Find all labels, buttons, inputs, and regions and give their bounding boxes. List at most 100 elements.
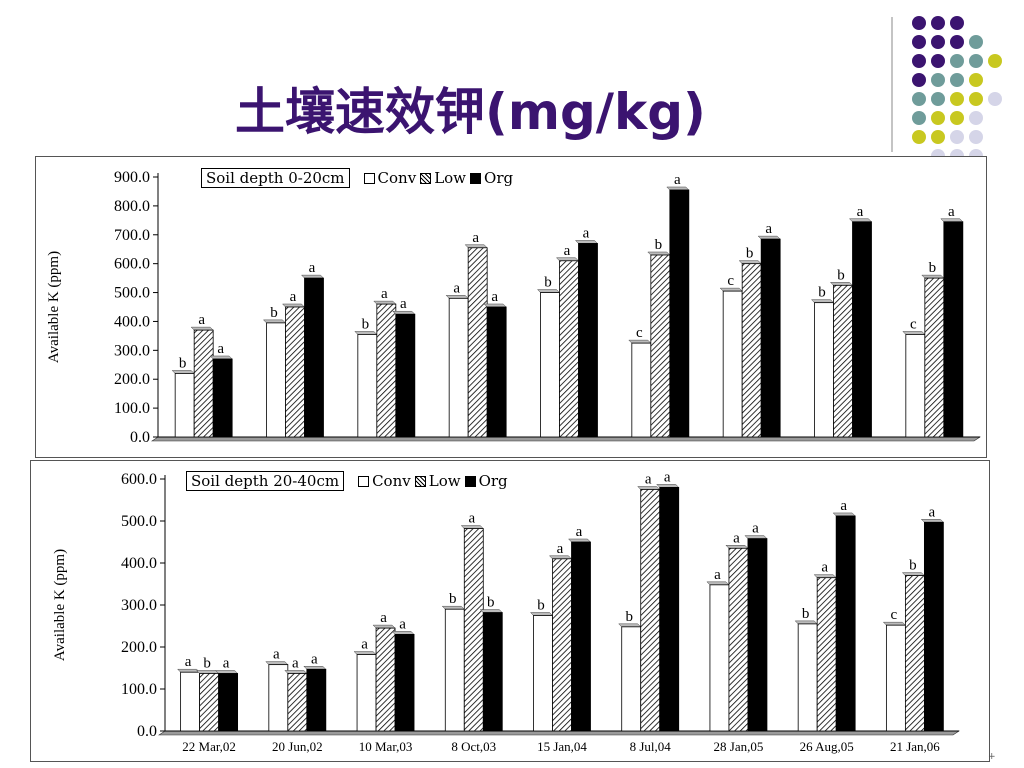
bar-low (552, 558, 572, 732)
legend-swatch-org (464, 475, 476, 487)
legend-label-org: Org (484, 169, 514, 187)
y-tick-label: 600.0 (114, 256, 150, 273)
y-tick-label: 300.0 (121, 597, 157, 614)
x-tick-label: 26 Aug,05 (800, 739, 854, 754)
bar-org (852, 221, 872, 438)
significance-letter: a (948, 204, 955, 220)
bar-low (640, 489, 661, 732)
significance-letter: b (544, 275, 552, 291)
chart-floor (158, 730, 960, 736)
significance-letter: a (290, 289, 297, 305)
legend-title: Soil depth 20-40cm (186, 471, 345, 491)
decorative-dot (950, 54, 964, 68)
significance-letter: a (380, 610, 387, 626)
significance-letter: b (487, 595, 495, 611)
y-tick-label: 500.0 (121, 513, 157, 530)
x-tick-label: 8 Oct,03 (451, 739, 496, 754)
significance-letter: b (929, 260, 937, 276)
significance-letter: a (400, 296, 407, 312)
bar-org (747, 538, 768, 732)
significance-letter: a (311, 651, 318, 667)
significance-letter: a (583, 225, 590, 241)
significance-letter: a (664, 469, 671, 485)
significance-letter: a (564, 243, 571, 259)
bar-org (760, 238, 781, 438)
significance-letter: a (198, 312, 205, 328)
significance-letter: c (636, 325, 643, 341)
significance-letter: a (185, 654, 192, 670)
bar-org (482, 612, 503, 732)
decorative-dot (931, 111, 945, 125)
y-tick-label: 400.0 (121, 555, 157, 572)
y-tick-label: 0.0 (130, 429, 150, 446)
bar-low (199, 673, 220, 732)
bar-low (650, 254, 671, 438)
y-axis-label: Available K (ppm) (52, 549, 68, 661)
significance-letter: b (655, 237, 663, 253)
significance-letter: b (837, 267, 845, 283)
decorative-dot (950, 73, 964, 87)
bar-low (287, 673, 308, 732)
bar-org (578, 243, 598, 438)
legend-label-org: Org (478, 472, 508, 490)
bar-org (943, 221, 964, 438)
decorative-dot (950, 92, 964, 106)
bar-conv (621, 626, 642, 732)
bar-conv (268, 664, 289, 732)
bar-conv (885, 624, 906, 732)
significance-letter: a (381, 286, 388, 302)
decorative-dot (969, 92, 983, 106)
x-tick-label: 21 Jan,06 (890, 739, 940, 754)
bar-conv (540, 292, 560, 438)
significance-letter: c (910, 316, 917, 332)
bar-low (816, 577, 837, 732)
significance-letter: b (362, 316, 370, 332)
bar-org (669, 189, 690, 438)
bar-org (394, 633, 415, 732)
y-tick-label: 600.0 (121, 471, 157, 488)
x-tick-label: 22 Mar,02 (182, 739, 236, 754)
decorative-dot (950, 35, 964, 49)
legend-label-conv: Conv (372, 472, 411, 490)
bar-conv (905, 334, 926, 438)
x-tick-label: 10 Mar,03 (359, 739, 413, 754)
corner-mark: + (988, 752, 996, 762)
significance-letter: b (270, 305, 278, 321)
decorative-dot (912, 130, 926, 144)
chart-floor (151, 436, 981, 442)
legend-swatch-conv (363, 172, 375, 184)
decorative-dot (912, 92, 926, 106)
bar-conv (533, 615, 553, 732)
chart-top-0-20cm: 0.0 100.0 200.0 300.0 400.0 500.0 600.0 700.0 80… (35, 156, 987, 458)
legend-swatch-low (420, 172, 432, 184)
bar-low (463, 528, 484, 732)
significance-letter: a (557, 541, 564, 557)
decorative-dot (969, 35, 983, 49)
bar-conv (631, 342, 652, 438)
significance-letter: a (765, 221, 772, 237)
significance-letter: a (468, 511, 475, 527)
y-tick-label: 400.0 (114, 313, 150, 330)
decorative-dot (931, 54, 945, 68)
chart-bottom-legend: Soil depth 20-40cm Conv Low Org (186, 471, 508, 491)
significance-letter: a (223, 655, 230, 671)
bar-low (741, 263, 762, 438)
bar-conv (174, 373, 195, 438)
decorative-dot (912, 73, 926, 87)
bar-conv (180, 671, 201, 732)
decorative-dot (931, 16, 945, 30)
significance-letter: a (733, 530, 740, 546)
y-tick-label: 0.0 (137, 723, 157, 740)
significance-letter: a (453, 280, 460, 296)
bar-org (304, 277, 324, 438)
legend-swatch-low (414, 475, 426, 487)
decorative-dot (950, 16, 964, 30)
bar-org (218, 673, 239, 732)
x-tick-label: 8 Jul,04 (630, 739, 672, 754)
significance-letter: a (217, 341, 224, 357)
chart-top-plot: 0.0 100.0 200.0 300.0 400.0 500.0 600.0 700.0 80… (46, 169, 981, 446)
bar-low (728, 547, 749, 732)
x-tick-label: 28 Jan,05 (714, 739, 764, 754)
significance-letter: a (273, 647, 280, 663)
y-tick-label: 500.0 (114, 285, 150, 302)
